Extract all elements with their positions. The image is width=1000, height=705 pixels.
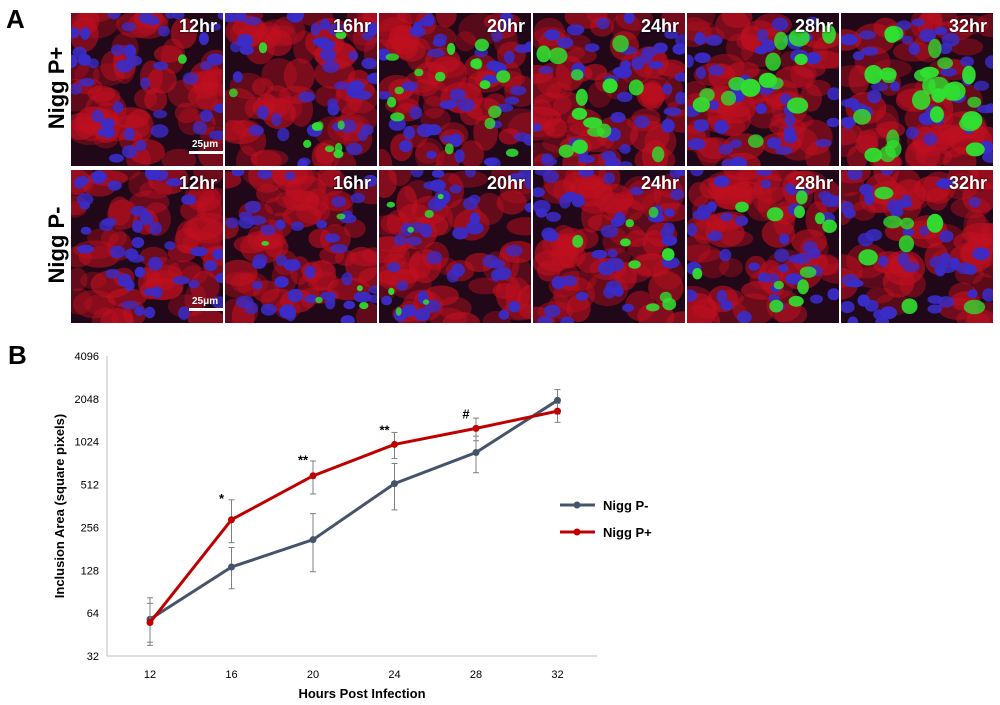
x-axis-title: Hours Post Infection	[298, 686, 425, 701]
micrograph-tile: 12hr 25μm	[71, 13, 223, 166]
data-point	[146, 619, 154, 627]
series-line-nigg-p-plus	[148, 409, 558, 624]
time-label: 24hr	[640, 16, 679, 36]
y-tick-label: 1024	[75, 437, 99, 449]
micrograph-tile: 20hr	[379, 13, 531, 166]
time-label: 16hr	[332, 173, 371, 193]
data-point	[391, 480, 398, 488]
micrograph-tile: 24hr	[533, 13, 685, 166]
row-label-nigg-p-plus: Nigg P+	[44, 46, 69, 130]
time-label: 32hr	[948, 173, 987, 193]
y-tick-label: 64	[87, 608, 99, 620]
data-point	[228, 563, 235, 571]
micrograph-grid: 12hr 25μm 16hr 20hr 24hr 28hr 32hr 12hr 25μm 16hr…	[71, 13, 993, 323]
legend-swatch-marker	[573, 528, 581, 536]
micrograph-tile: 32hr	[841, 170, 993, 323]
micrograph-tile: 16hr	[225, 13, 377, 166]
time-label: 28hr	[794, 16, 833, 36]
time-label: 28hr	[794, 173, 833, 193]
time-label: 16hr	[332, 16, 371, 36]
y-tick-label: 2048	[75, 394, 99, 406]
panel-b-label: B	[8, 340, 27, 370]
y-tick-label: 4096	[75, 351, 99, 363]
data-point	[554, 396, 561, 404]
series-line-nigg-p-minus	[149, 399, 559, 621]
x-tick-label: 24	[388, 669, 400, 681]
significance-mark: *	[219, 491, 225, 506]
y-tick-label: 512	[81, 480, 99, 492]
micrograph-tile: 24hr	[533, 170, 685, 323]
y-tick-label: 128	[81, 565, 99, 577]
time-label: 12hr	[178, 16, 217, 36]
x-tick-label: 32	[551, 669, 563, 681]
micrograph-tile: 32hr	[841, 13, 993, 166]
data-point	[472, 449, 480, 457]
data-point	[228, 516, 235, 524]
x-tick-label: 16	[225, 669, 237, 681]
legend-label: Nigg P-	[603, 498, 649, 513]
panel-a-label: A	[6, 4, 25, 34]
data-point	[309, 472, 317, 480]
inclusion-area-chart: 32 64 128 256 512 1024 2048 4096 12 16 20 24 28 32 Hou…	[52, 351, 652, 701]
scale-bar	[189, 308, 223, 311]
x-tick-label: 12	[144, 669, 156, 681]
time-label: 12hr	[178, 173, 217, 193]
data-point	[309, 536, 317, 544]
data-point	[472, 424, 480, 432]
scale-bar-label: 25μm	[192, 296, 219, 307]
time-label: 32hr	[948, 16, 987, 36]
data-point	[391, 440, 398, 448]
x-tick-label: 20	[307, 669, 319, 681]
y-axis-title: Inclusion Area (square pixels)	[52, 414, 67, 598]
time-label: 20hr	[486, 173, 525, 193]
y-tick-label: 32	[87, 651, 99, 663]
micrograph-tile: 28hr	[687, 13, 839, 166]
legend-swatch-marker	[573, 501, 581, 509]
significance-mark: **	[379, 423, 390, 438]
legend-label: Nigg P+	[603, 525, 652, 540]
row-label-nigg-p-minus: Nigg P-	[44, 206, 69, 284]
time-label: 20hr	[486, 16, 525, 36]
data-point	[554, 407, 561, 415]
significance-mark: #	[462, 407, 470, 422]
micrograph-tile: 16hr	[225, 170, 377, 323]
significance-mark: **	[298, 452, 309, 467]
x-tick-label: 28	[470, 669, 482, 681]
scale-bar	[189, 151, 223, 154]
micrograph-tile: 28hr	[687, 170, 839, 323]
time-label: 24hr	[640, 173, 679, 193]
micrograph-tile: 20hr	[379, 170, 531, 323]
micrograph-tile: 12hr 25μm	[71, 170, 223, 323]
y-tick-label: 256	[81, 522, 99, 534]
scale-bar-label: 25μm	[192, 139, 219, 150]
